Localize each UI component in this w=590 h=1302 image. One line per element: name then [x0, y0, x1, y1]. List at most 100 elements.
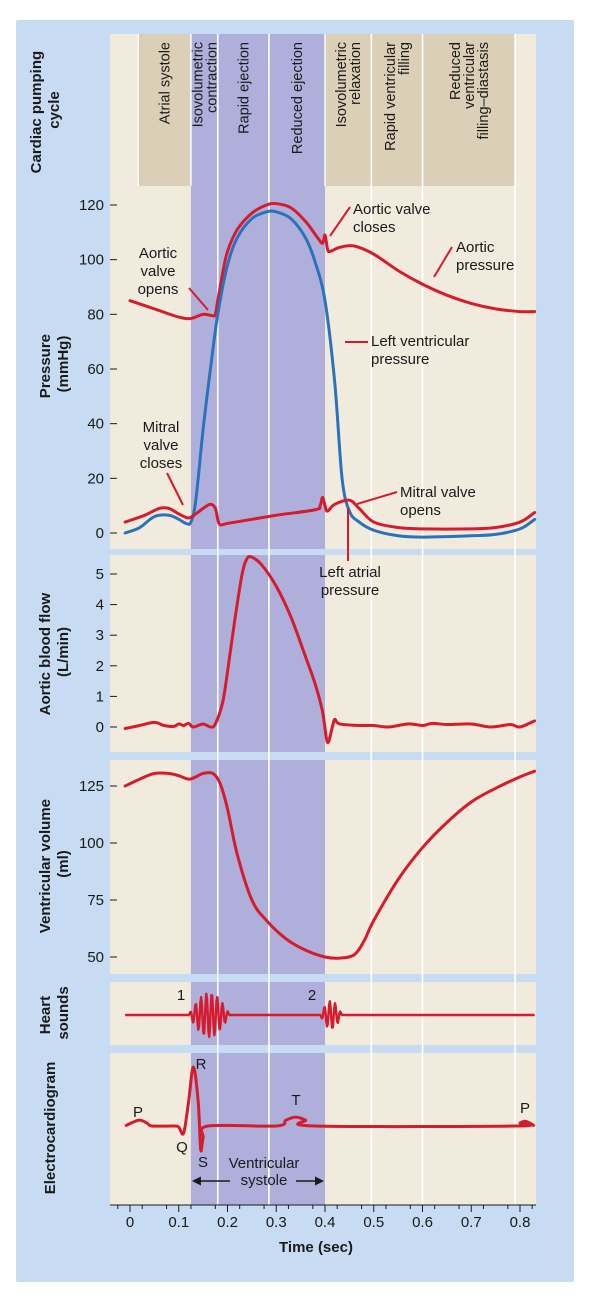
- phase-label-line: contraction: [204, 42, 220, 113]
- x-tick-label: 0.1: [168, 1214, 189, 1231]
- annotation-aortic-pressure-line: Aortic: [456, 239, 495, 256]
- phase-label: Reducedventricularfilling–diastasis: [448, 42, 492, 140]
- phase-label: Rapid ventricularfilling: [383, 42, 413, 151]
- ventricular-systole-label-line: Ventricular: [229, 1155, 300, 1172]
- annotation-leader: [356, 491, 398, 505]
- phase-cell: Atrial systole: [158, 42, 174, 124]
- series-aortic-blood-flow: [123, 554, 537, 745]
- ecg-label-q: Q: [176, 1139, 188, 1156]
- flow-axis-label-line1: Aortic blood flow: [37, 593, 54, 716]
- x-tick-label: 0: [126, 1214, 134, 1231]
- pressure-axis-label-line2: (mmHg): [55, 336, 72, 393]
- pressure-axis-label: Pressure (mmHg): [37, 330, 72, 398]
- y-tick-label: 0: [96, 525, 104, 542]
- systole-arrowhead-left: [191, 1176, 201, 1186]
- phase-cell: Isovolumetriccontraction: [190, 42, 220, 127]
- phase-label-line: Reduced: [448, 42, 464, 100]
- annotation-aortic-valve-closes-line: Aortic valve: [353, 201, 431, 218]
- ventricular-systole-label: Ventricular systole: [229, 1155, 300, 1189]
- annotation-aortic-pressure: Aortic pressure: [456, 239, 514, 274]
- y-tick-label: 120: [79, 197, 104, 214]
- y-tick-label: 20: [87, 470, 104, 487]
- annotation-mitral-valve-opens-line: opens: [400, 502, 441, 519]
- phase-label: Isovolumetricrelaxation: [334, 42, 364, 127]
- ventricular-systole-label-line: systole: [241, 1172, 288, 1189]
- y-tick-label: 3: [96, 627, 104, 644]
- phase-cell: Isovolumetricrelaxation: [334, 42, 364, 127]
- ecg-label-p: P: [133, 1104, 143, 1121]
- phase-label: Reduced ejection: [290, 42, 306, 154]
- series-left-atrial-pressure: [123, 495, 537, 531]
- x-tick-label: 0.5: [363, 1214, 384, 1231]
- flow-axis-label: Aortic blood flow (L/min): [37, 589, 72, 716]
- series-aortic-pressure: [128, 201, 537, 321]
- phase-label-line: Rapid ejection: [236, 42, 252, 134]
- annotation-leader: [433, 246, 453, 278]
- y-tick-label: 80: [87, 306, 104, 323]
- annotation-leader: [166, 472, 184, 506]
- phase-row-label-line2: cycle: [46, 91, 63, 129]
- phase-cell: Reducedventricularfilling–diastasis: [448, 42, 492, 140]
- phase-label-line: Atrial systole: [158, 42, 174, 124]
- heart-sound-label-1: 1: [177, 987, 185, 1004]
- ecg-label-t: T: [291, 1092, 300, 1109]
- annotation-leader: [188, 287, 209, 311]
- y-tick-label: 60: [87, 361, 104, 378]
- annotation-leader: [329, 206, 351, 237]
- ecg-axis-label-line1: Electrocardiogram: [42, 1062, 59, 1195]
- phase-label: Isovolumetriccontraction: [190, 42, 220, 127]
- annotation-aortic-valve-opens-line: opens: [138, 281, 179, 298]
- phase-label: Rapid ejection: [236, 42, 252, 134]
- flow-axis-label-line2: (L/min): [55, 627, 72, 677]
- y-tick-label: 100: [79, 835, 104, 852]
- phase-label-line: ventricular: [462, 42, 478, 109]
- y-tick-label: 2: [96, 658, 104, 675]
- phase-cell: Reduced ejection: [290, 42, 306, 154]
- annotation-aortic-valve-opens-line: valve: [140, 263, 175, 280]
- volume-axis-label: Ventricular volume (ml): [37, 795, 72, 933]
- x-tick-label: 0.2: [217, 1214, 238, 1231]
- phase-label-line: Reduced ejection: [290, 42, 306, 154]
- phase-cell: Rapid ventricularfilling: [383, 42, 413, 151]
- y-tick-label: 5: [96, 566, 104, 583]
- y-tick-label: 75: [87, 892, 104, 909]
- annotation-left-atrial-pressure-line: Left atrial: [319, 564, 381, 581]
- systole-band: [190, 555, 325, 752]
- systole-arrowhead-right: [315, 1176, 324, 1186]
- series-ventricular-volume: [123, 769, 537, 960]
- pressure-axis-label-line1: Pressure: [37, 334, 54, 398]
- annotation-aortic-pressure-line: pressure: [456, 257, 514, 274]
- y-tick-label: 40: [87, 416, 104, 433]
- annotation-mitral-valve-opens-line: Mitral valve: [400, 484, 476, 501]
- annotation-aortic-valve-closes-line: closes: [353, 219, 396, 236]
- x-tick-label: 0.4: [315, 1214, 336, 1231]
- ecg-axis-label: Electrocardiogram: [42, 1062, 59, 1195]
- annotation-mitral-valve-closes: Mitral valve closes: [140, 419, 183, 472]
- phase-header: Atrial systole Isovolumetriccontraction Ra…: [138, 34, 516, 186]
- systole-band: [190, 186, 325, 549]
- x-tick-label: 0.8: [510, 1214, 531, 1231]
- phase-label-line: Isovolumetric: [190, 42, 206, 127]
- axis-layer: 0 20 40 60 80 100 120 0 1 2 3 4 5 50 75 100 125 0 0.1 0.2 0.…: [79, 197, 536, 1231]
- ecg-label-s: S: [198, 1154, 208, 1171]
- ecg-label-r: R: [196, 1056, 207, 1073]
- phase-label-line: filling–diastasis: [476, 42, 492, 140]
- series-layer: [123, 201, 537, 1153]
- heart-sounds-axis-label-line2: sounds: [55, 986, 72, 1039]
- series-electrocardiogram: [124, 1065, 536, 1153]
- phase-cell: Rapid ejection: [236, 42, 252, 134]
- annotation-left-ventricular-pressure-line: pressure: [371, 351, 429, 368]
- annotation-left-atrial-pressure-line: pressure: [321, 582, 379, 599]
- annotation-mitral-valve-closes-line: Mitral: [143, 419, 180, 436]
- phase-label: Atrial systole: [158, 42, 174, 124]
- volume-axis-label-line2: (ml): [55, 850, 72, 878]
- x-tick-label: 0.7: [461, 1214, 482, 1231]
- systole-band: [190, 1053, 325, 1205]
- annotation-left-ventricular-pressure-line: Left ventricular: [371, 333, 469, 350]
- series-left-ventricular-pressure: [123, 209, 537, 539]
- y-tick-label: 0: [96, 719, 104, 736]
- systole-band: [190, 760, 325, 974]
- annotation-mitral-valve-opens: Mitral valve opens: [400, 484, 476, 519]
